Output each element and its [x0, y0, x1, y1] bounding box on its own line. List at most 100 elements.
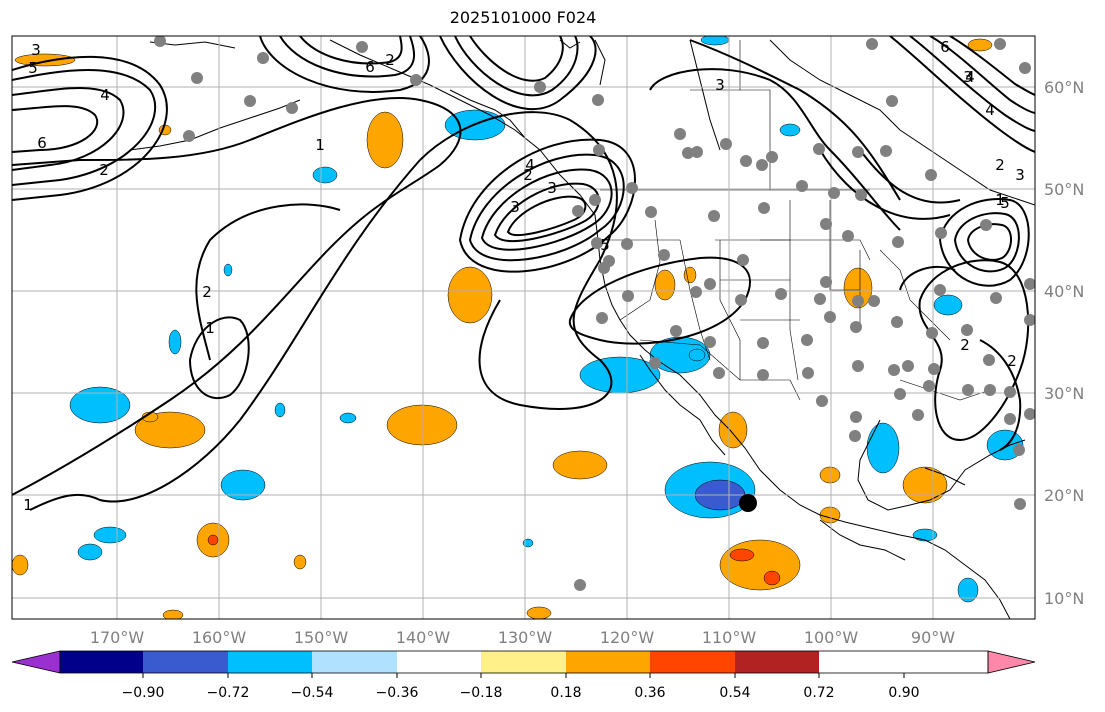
colorbar-segment: [735, 651, 819, 673]
contour-label: 3: [510, 198, 520, 216]
station-marker: [926, 327, 938, 339]
anomaly-patch: [719, 539, 801, 591]
contour-label: 2: [1007, 352, 1017, 370]
station-marker: [756, 159, 768, 171]
contour-line: [689, 39, 901, 201]
station-marker: [154, 36, 166, 47]
colorbar-tick-label: 0.36: [634, 685, 665, 701]
station-marker: [923, 380, 935, 392]
contour-line: [29, 159, 421, 511]
station-marker: [649, 357, 661, 369]
coastlines: [129, 39, 1035, 619]
station-marker: [852, 146, 864, 158]
station-marker: [704, 336, 716, 348]
station-marker: [708, 210, 720, 222]
station-marker: [888, 364, 900, 376]
anomaly-patch: [729, 548, 755, 562]
contour-label: 4: [965, 68, 975, 86]
station-marker: [682, 147, 694, 159]
contour-line: [12, 55, 168, 201]
station-marker: [645, 206, 657, 218]
contour-line: [979, 339, 1022, 451]
station-marker: [622, 290, 634, 302]
anomaly-patch: [447, 266, 493, 324]
anomaly-patch: [912, 528, 938, 542]
anomaly-patch: [168, 329, 182, 355]
contour-line: [889, 36, 1035, 153]
contour-label: 4: [100, 86, 110, 104]
station-marker: [802, 367, 814, 379]
contour-label: 2: [99, 161, 109, 179]
contour-line: [188, 316, 250, 400]
colorbar-segment: [566, 651, 650, 673]
station-marker: [1019, 62, 1031, 74]
station-marker: [1014, 498, 1026, 510]
colorbar-segment: [143, 651, 228, 673]
longitude-label: 100°W: [804, 628, 859, 647]
contour-line: [649, 68, 901, 231]
contour-label: 1: [205, 319, 215, 337]
station-marker: [1024, 408, 1035, 420]
station-marker: [961, 324, 973, 336]
colorbar-segment: [60, 651, 143, 673]
station-marker: [928, 363, 940, 375]
latitude-label: 30°N: [1044, 384, 1084, 403]
contour-label: 5: [28, 59, 38, 77]
anomaly-patch: [274, 402, 286, 418]
contour-line: [929, 36, 1035, 114]
station-marker: [855, 189, 867, 201]
contour-line: [938, 198, 1030, 287]
station-marker: [670, 325, 682, 337]
station-marker: [880, 145, 892, 157]
contour-label: 3: [547, 179, 557, 197]
station-marker: [356, 41, 368, 53]
anomaly-patch: [763, 570, 781, 586]
station-marker: [824, 311, 836, 323]
anomaly-patch: [77, 543, 103, 561]
colorbar-segment: [481, 651, 566, 673]
anomaly-patch: [779, 123, 801, 137]
station-marker: [852, 295, 864, 307]
longitude-label: 130°W: [498, 628, 553, 647]
colorbar-tick-label: −0.90: [122, 685, 165, 701]
station-marker: [796, 180, 808, 192]
anomaly-patch: [69, 386, 131, 424]
station-marker: [813, 143, 825, 155]
colorbar-segment: [650, 651, 735, 673]
colorbar-tick-label: −0.72: [207, 685, 250, 701]
contour-label: 3: [715, 76, 725, 94]
station-marker: [286, 102, 298, 114]
anomaly-patch: [366, 111, 404, 169]
station-marker: [626, 182, 638, 194]
station-marker: [1004, 386, 1016, 398]
station-marker: [850, 411, 862, 423]
latitude-label: 20°N: [1044, 486, 1084, 505]
station-marker: [534, 81, 546, 93]
station-marker: [592, 94, 604, 106]
station-marker: [589, 194, 601, 206]
longitude-label: 90°W: [911, 628, 955, 647]
anomaly-patch: [339, 412, 357, 424]
station-marker: [849, 430, 861, 442]
station-marker: [758, 202, 770, 214]
anomaly-patch: [819, 466, 841, 484]
station-marker: [658, 249, 670, 261]
contour-line: [12, 69, 156, 186]
contour-label: 6: [37, 134, 47, 152]
colorbar-outline: [59, 650, 989, 674]
colorbar: [11, 650, 1036, 674]
anomaly-patch: [866, 422, 900, 474]
anomaly-patch: [957, 577, 979, 603]
station-marker: [674, 128, 686, 140]
station-marker: [912, 409, 924, 421]
contour-line: [949, 36, 1035, 96]
station-marker: [935, 227, 947, 239]
anomaly-patch: [649, 336, 711, 374]
latitude-label: 40°N: [1044, 282, 1084, 301]
station-markers: [154, 36, 1035, 591]
station-marker: [574, 579, 586, 591]
colorbar-segment: [397, 651, 481, 673]
latitude-label: 60°N: [1044, 78, 1084, 97]
